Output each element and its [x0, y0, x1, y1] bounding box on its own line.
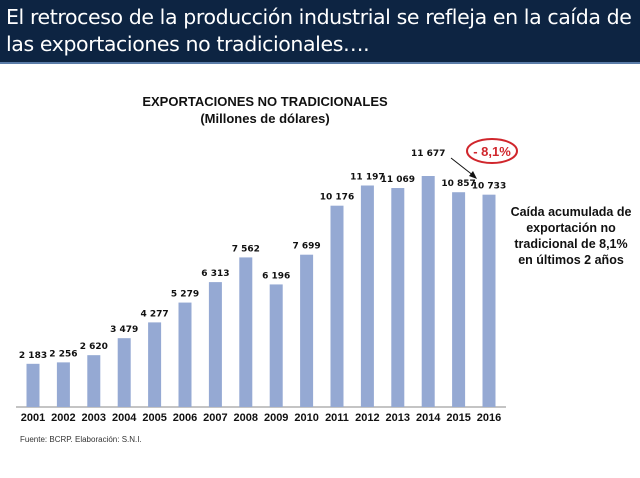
bar-2007 — [208, 282, 222, 407]
slide-header: El retroceso de la producción industrial… — [0, 0, 640, 64]
data-label-2013: 11 069 — [381, 175, 415, 185]
data-label-2003: 2 620 — [80, 342, 108, 352]
annotation-arrowhead — [469, 171, 477, 179]
x-tick-2004: 2004 — [112, 412, 137, 424]
bar-2011 — [330, 205, 344, 407]
bar-2003 — [87, 355, 101, 407]
x-tick-2007: 2007 — [203, 412, 227, 424]
data-label-2009: 6 196 — [262, 271, 290, 281]
source-note: Fuente: BCRP. Elaboración: S.N.I. — [20, 435, 142, 444]
x-tick-2016: 2016 — [477, 412, 501, 424]
slide-title: El retroceso de la producción industrial… — [6, 5, 632, 56]
data-label-2011: 10 176 — [320, 193, 354, 203]
x-tick-2009: 2009 — [264, 412, 288, 424]
chart-subtitle: (Millones de dólares) — [200, 111, 330, 126]
annotation-ellipse — [466, 138, 518, 164]
bar-2013 — [391, 188, 405, 407]
x-tick-2014: 2014 — [416, 412, 441, 424]
bar-2010 — [300, 254, 314, 407]
x-tick-2010: 2010 — [294, 412, 318, 424]
x-tick-2003: 2003 — [82, 412, 106, 424]
data-label-2016: 10 733 — [472, 182, 506, 192]
data-label-2005: 4 277 — [141, 309, 169, 319]
bar-2012 — [360, 185, 374, 407]
x-tick-2001: 2001 — [21, 412, 45, 424]
bar-2004 — [117, 338, 131, 407]
data-label-2007: 6 313 — [201, 269, 229, 279]
x-tick-2011: 2011 — [325, 412, 349, 424]
bar-2002 — [56, 362, 70, 407]
chart-title-block: EXPORTACIONES NO TRADICIONALES (Millones… — [100, 93, 430, 127]
data-label-2006: 5 279 — [171, 290, 199, 300]
chart-title: EXPORTACIONES NO TRADICIONALES — [142, 94, 388, 109]
x-tick-2006: 2006 — [173, 412, 197, 424]
x-tick-2012: 2012 — [355, 412, 379, 424]
data-label-2014: 11 677 — [411, 149, 445, 159]
x-tick-2005: 2005 — [142, 412, 166, 424]
data-label-2002: 2 256 — [49, 349, 77, 359]
bar-2008 — [239, 257, 253, 407]
bar-2006 — [178, 302, 192, 407]
x-tick-2002: 2002 — [51, 412, 75, 424]
annotation-label: - 8,1% — [473, 144, 511, 159]
data-label-2012: 11 197 — [350, 172, 384, 182]
annotation-arrow — [450, 157, 475, 177]
data-label-2004: 3 479 — [110, 325, 138, 335]
bar-2015 — [452, 192, 466, 407]
data-label-2001: 2 183 — [19, 351, 47, 361]
bar-2001 — [26, 363, 40, 407]
bar-2016 — [482, 194, 496, 407]
data-label-2010: 7 699 — [293, 242, 321, 252]
chart-note: Caída acumulada de exportación no tradic… — [510, 205, 632, 267]
x-tick-2013: 2013 — [386, 412, 410, 424]
x-tick-2015: 2015 — [446, 412, 470, 424]
bar-2009 — [269, 284, 283, 407]
data-label-2015: 10 857 — [441, 179, 475, 189]
bar-2014 — [421, 176, 435, 407]
data-label-2008: 7 562 — [232, 244, 260, 254]
bar-2005 — [148, 322, 162, 407]
x-tick-2008: 2008 — [234, 412, 258, 424]
